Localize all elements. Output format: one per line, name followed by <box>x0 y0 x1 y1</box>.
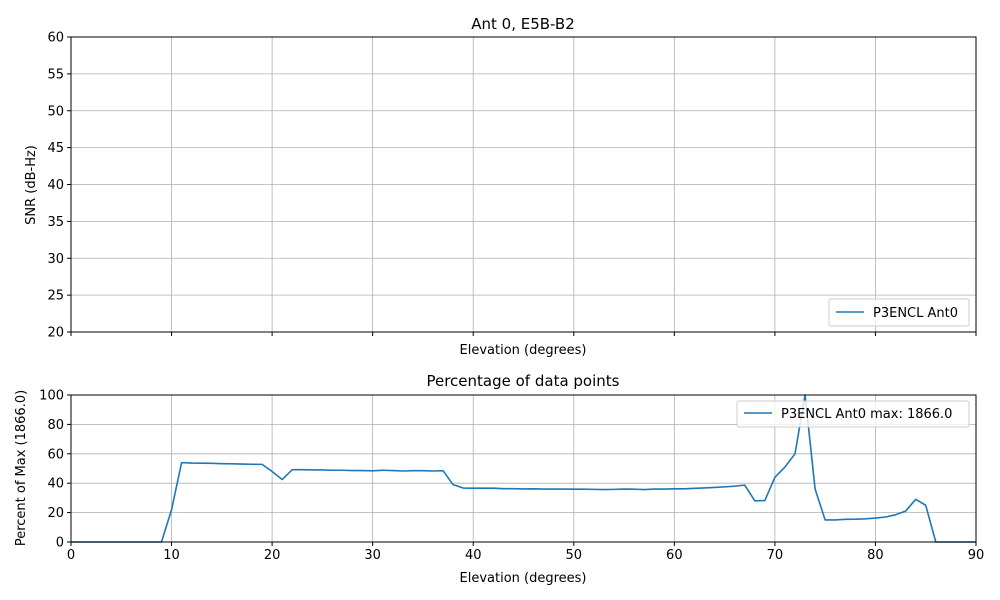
percentage-chart-ticks: 0 10 20 30 40 50 60 70 80 90 0 20 40 60 80 100 <box>39 389 984 564</box>
snr-chart-ytick-label-60: 60 <box>47 31 64 46</box>
snr-chart-ytick-label-25: 25 <box>47 289 64 304</box>
percentage-chart-series-line-0 <box>71 394 976 543</box>
snr-chart-frame <box>70 36 977 333</box>
percentage-chart-legend-label: P3ENCL Ant0 max: 1866.0 <box>781 407 952 422</box>
percentage-chart-legend: P3ENCL Ant0 max: 1866.0 <box>736 400 970 428</box>
snr-chart-ytick-label-20: 20 <box>47 326 64 341</box>
snr-chart-legend: P3ENCL Ant0 <box>828 298 970 327</box>
percentage-chart-ytick-label-80: 80 <box>47 418 64 433</box>
snr-chart-ytick-label-45: 45 <box>47 141 64 156</box>
percentage-chart-xtick-label-70: 70 <box>767 548 784 563</box>
percentage-chart-xtick-label-0: 0 <box>67 548 75 563</box>
percentage-chart-ytick-label-0: 0 <box>56 536 64 551</box>
percentage-chart-title: Percentage of data points <box>426 372 619 390</box>
percentage-chart-legend-box <box>736 400 970 428</box>
snr-chart-ytick-label-30: 30 <box>47 252 64 267</box>
percentage-chart-series <box>71 394 976 543</box>
percentage-chart-ytick-label-100: 100 <box>39 389 64 404</box>
percentage-chart-xtick-label-60: 60 <box>666 548 683 563</box>
percentage-chart: Percentage of data points Elevation (deg… <box>14 372 984 586</box>
percentage-chart-xtick-label-50: 50 <box>566 548 583 563</box>
percentage-chart-xtick-label-80: 80 <box>867 548 884 563</box>
percentage-chart-ytick-label-40: 40 <box>47 477 64 492</box>
percentage-chart-frame <box>70 394 977 543</box>
snr-chart-title: Ant 0, E5B-B2 <box>471 15 575 33</box>
snr-chart-ytick-label-50: 50 <box>47 104 64 119</box>
snr-chart-ticks: 20 25 30 35 40 45 50 55 60 <box>47 31 977 341</box>
percentage-chart-ytick-label-20: 20 <box>47 506 64 521</box>
snr-chart-xlabel: Elevation (degrees) <box>460 343 587 358</box>
percentage-chart-xtick-label-40: 40 <box>465 548 482 563</box>
snr-chart: Ant 0, E5B-B2 Elevation (degrees) SNR (d… <box>24 15 977 358</box>
percentage-chart-ylabel: Percent of Max (1866.0) <box>14 390 29 546</box>
snr-chart-grid <box>70 36 977 333</box>
snr-chart-legend-label: P3ENCL Ant0 <box>873 306 958 321</box>
snr-chart-legend-box <box>828 298 970 327</box>
percentage-chart-xtick-label-10: 10 <box>163 548 180 563</box>
snr-chart-ytick-label-35: 35 <box>47 215 64 230</box>
percentage-chart-xtick-label-30: 30 <box>364 548 381 563</box>
percentage-chart-xlabel: Elevation (degrees) <box>460 571 587 586</box>
snr-chart-ytick-label-40: 40 <box>47 178 64 193</box>
percentage-chart-xtick-label-20: 20 <box>264 548 281 563</box>
percentage-chart-xtick-label-90: 90 <box>968 548 985 563</box>
percentage-chart-ytick-label-60: 60 <box>47 447 64 462</box>
snr-chart-ytick-label-55: 55 <box>47 67 64 82</box>
snr-chart-ylabel: SNR (dB-Hz) <box>24 145 39 225</box>
